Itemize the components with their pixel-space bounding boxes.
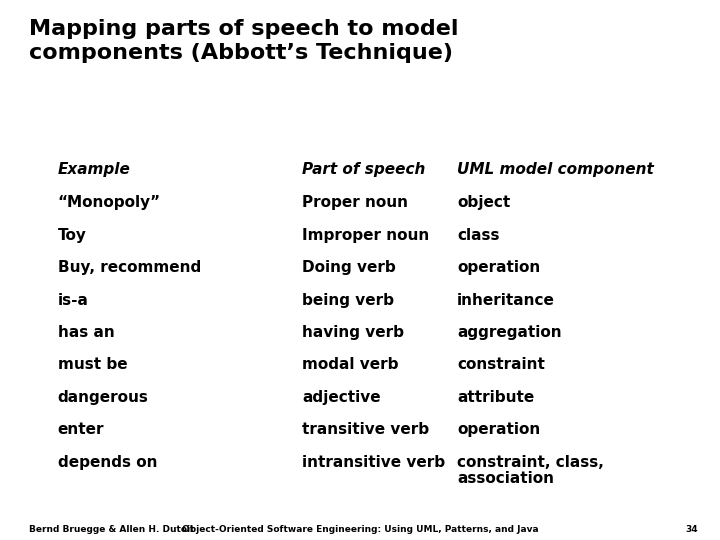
Text: inheritance: inheritance (457, 293, 555, 308)
Text: being verb: being verb (302, 293, 395, 308)
Text: enter: enter (58, 422, 104, 437)
Text: having verb: having verb (302, 325, 405, 340)
Text: operation: operation (457, 260, 541, 275)
Text: Example: Example (58, 162, 130, 177)
Text: “Monopoly”: “Monopoly” (58, 195, 161, 211)
Text: dangerous: dangerous (58, 390, 148, 405)
Text: transitive verb: transitive verb (302, 422, 430, 437)
Text: modal verb: modal verb (302, 357, 399, 373)
Text: Doing verb: Doing verb (302, 260, 396, 275)
Text: has an: has an (58, 325, 114, 340)
Text: adjective: adjective (302, 390, 381, 405)
Text: Object-Oriented Software Engineering: Using UML, Patterns, and Java: Object-Oriented Software Engineering: Us… (181, 524, 539, 534)
Text: attribute: attribute (457, 390, 534, 405)
Text: object: object (457, 195, 510, 211)
Text: must be: must be (58, 357, 127, 373)
Text: intransitive verb: intransitive verb (302, 455, 446, 470)
Text: Improper noun: Improper noun (302, 228, 430, 243)
Text: Toy: Toy (58, 228, 86, 243)
Text: constraint: constraint (457, 357, 545, 373)
Text: Bernd Bruegge & Allen H. Dutoit: Bernd Bruegge & Allen H. Dutoit (29, 524, 194, 534)
Text: operation: operation (457, 422, 541, 437)
Text: aggregation: aggregation (457, 325, 562, 340)
Text: Mapping parts of speech to model
components (Abbott’s Technique): Mapping parts of speech to model compone… (29, 19, 459, 63)
Text: 34: 34 (685, 524, 698, 534)
Text: Part of speech: Part of speech (302, 162, 426, 177)
Text: constraint, class,
association: constraint, class, association (457, 455, 604, 487)
Text: class: class (457, 228, 500, 243)
Text: UML model component: UML model component (457, 162, 654, 177)
Text: depends on: depends on (58, 455, 157, 470)
Text: Buy, recommend: Buy, recommend (58, 260, 201, 275)
Text: is-a: is-a (58, 293, 89, 308)
Text: Proper noun: Proper noun (302, 195, 408, 211)
